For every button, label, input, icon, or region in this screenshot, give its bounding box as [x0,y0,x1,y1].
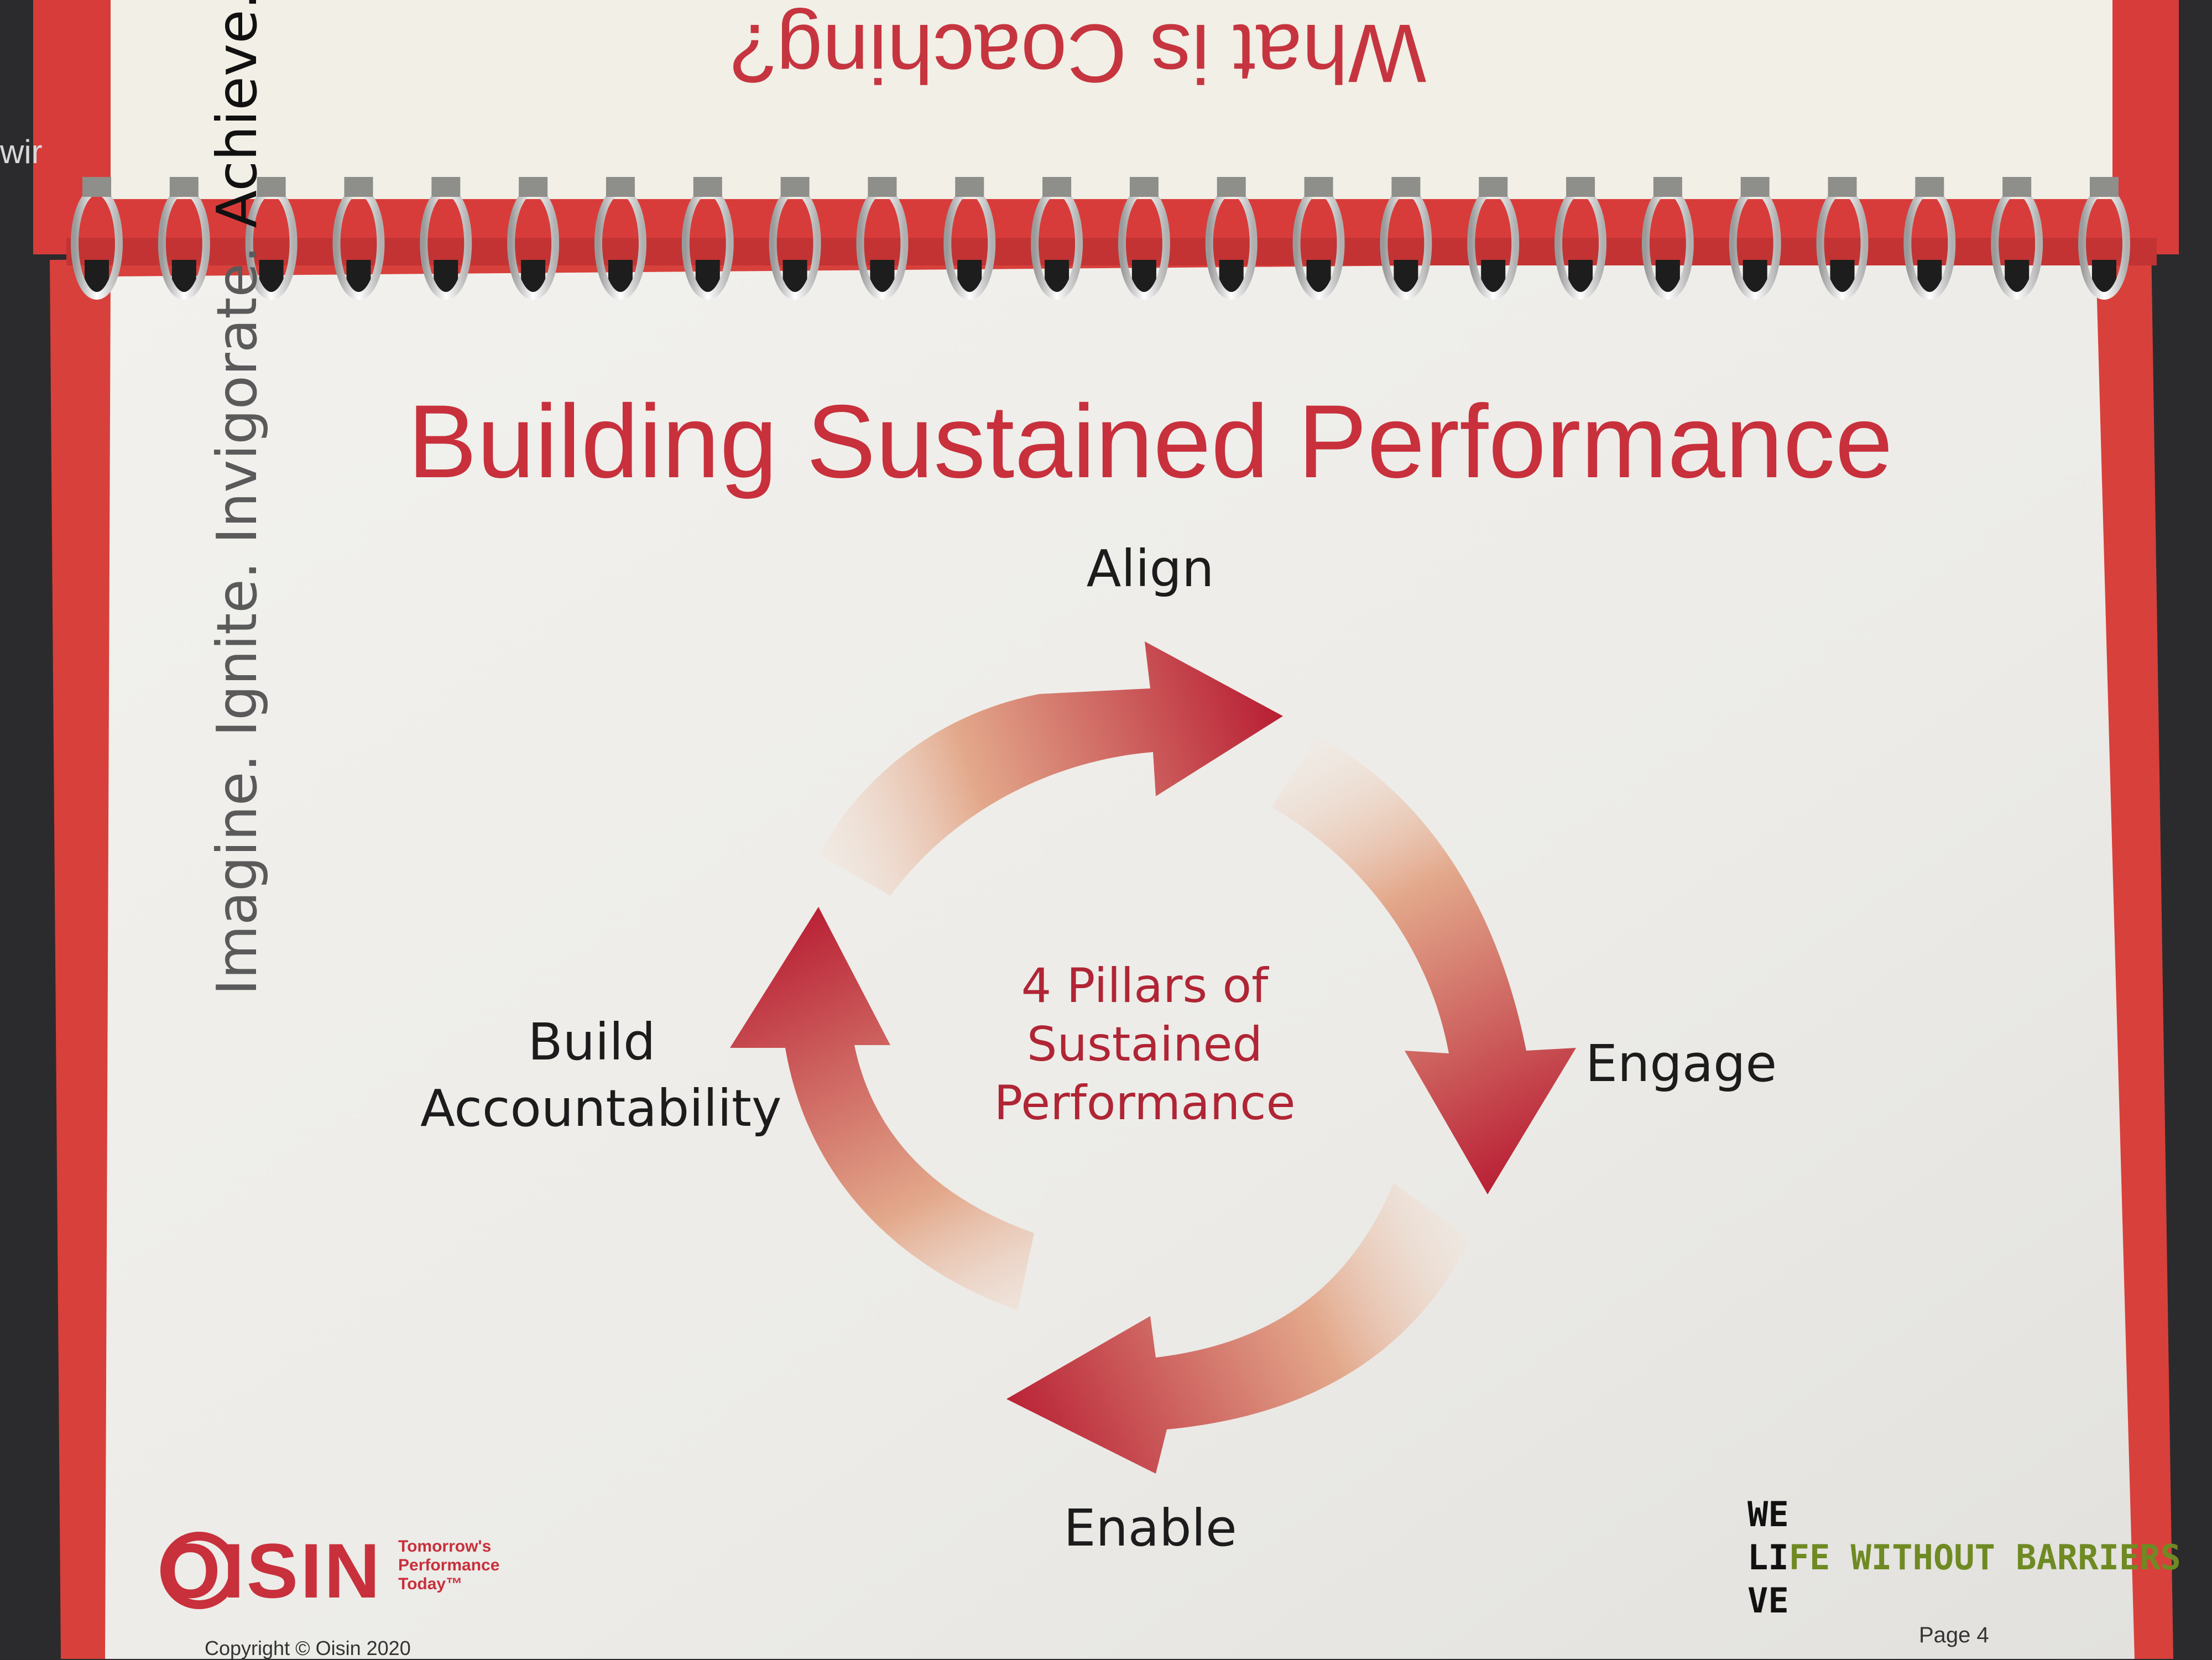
tagline-invigorate: Invigorate. [205,246,269,544]
pillar-build-line1: Build [528,1012,656,1072]
binding-clip [1653,177,1682,197]
binding-clip [82,177,111,197]
arrow-align [818,641,1283,896]
binding-clip [1479,177,1508,197]
we-live-line3: VE [1747,1580,1789,1621]
spiral-binding [71,177,2130,300]
logo-o-ring [160,1532,238,1609]
binding-clip [1828,177,1857,197]
spine-shadow [66,238,2157,265]
arrow-enable [1006,1183,1471,1474]
binding-clip [431,177,461,197]
binding-clip [868,177,897,197]
logo-tag-line3: Today™ [398,1575,463,1593]
cycle-center-label: 4 Pillars of Sustained Performance [946,957,1344,1132]
tagline-imagine: Imagine. [205,754,269,995]
cycle-diagram [730,641,1576,1474]
center-line3: Performance [994,1076,1296,1131]
binding-clip [693,177,722,197]
edge-text: wir [0,133,43,170]
pillar-enable: Enable [1063,1499,1237,1558]
binding-clip [1740,177,1770,197]
binding-clip [1129,177,1159,197]
binding-clip [1217,177,1246,197]
binding-clip [1304,177,1333,197]
logo-tagline: Tomorrow's Performance Today™ [398,1537,542,1594]
pillar-align: Align [1086,539,1214,598]
binding-clip [1391,177,1421,197]
tagline-ignite: Ignite. [205,561,269,737]
pillar-build-line2: Accountability [420,1079,782,1138]
arrow-build [730,907,1034,1311]
page-number: Page 4 [1919,1623,1989,1647]
binding-clip [344,177,373,197]
pillar-build-accountability: Build Accountability [420,1009,782,1142]
binding-clip [2090,177,2119,197]
we-live-logo: WE LIFE WITHOUT BARRIERS VE [1747,1493,2181,1622]
back-page [111,0,2112,199]
binding-clip [606,177,635,197]
we-live-life-without-barriers: FE WITHOUT BARRIERS [1788,1537,2181,1578]
we-live-line1: WE [1747,1494,1789,1534]
tagline-achieve: Achieve. [205,0,269,228]
binding-clip [1566,177,1595,197]
binding-clip [169,177,199,197]
tagline: Imagine. Ignite. Invigorate. Achieve. [205,0,269,995]
logo-tag-line1: Tomorrow's [398,1537,492,1555]
logo-word: OISIN [160,1527,383,1614]
we-live-line2: LIFE WITHOUT BARRIERS [1747,1536,2181,1579]
logo-tag-line2: Performance [398,1556,500,1574]
binding-clip [2002,177,2032,197]
binding-clip [780,177,810,197]
we-live-li: LI [1747,1537,1789,1578]
binding-clip [1915,177,1944,197]
pillar-engage: Engage [1585,1034,1777,1093]
binding-clip [257,177,286,197]
arrow-engage [1272,735,1576,1194]
copyright: Copyright © Oisin 2020 [205,1637,411,1659]
back-page-title: What is Coaching? [730,7,1427,100]
center-line1: 4 Pillars of [1021,958,1269,1014]
page-sheet [105,260,2135,1659]
binding-clip [519,177,548,197]
center-line2: Sustained [1026,1017,1263,1072]
page-title: Building Sustained Performance [408,383,1893,499]
binding-clip [955,177,984,197]
binding-clip [1042,177,1072,197]
